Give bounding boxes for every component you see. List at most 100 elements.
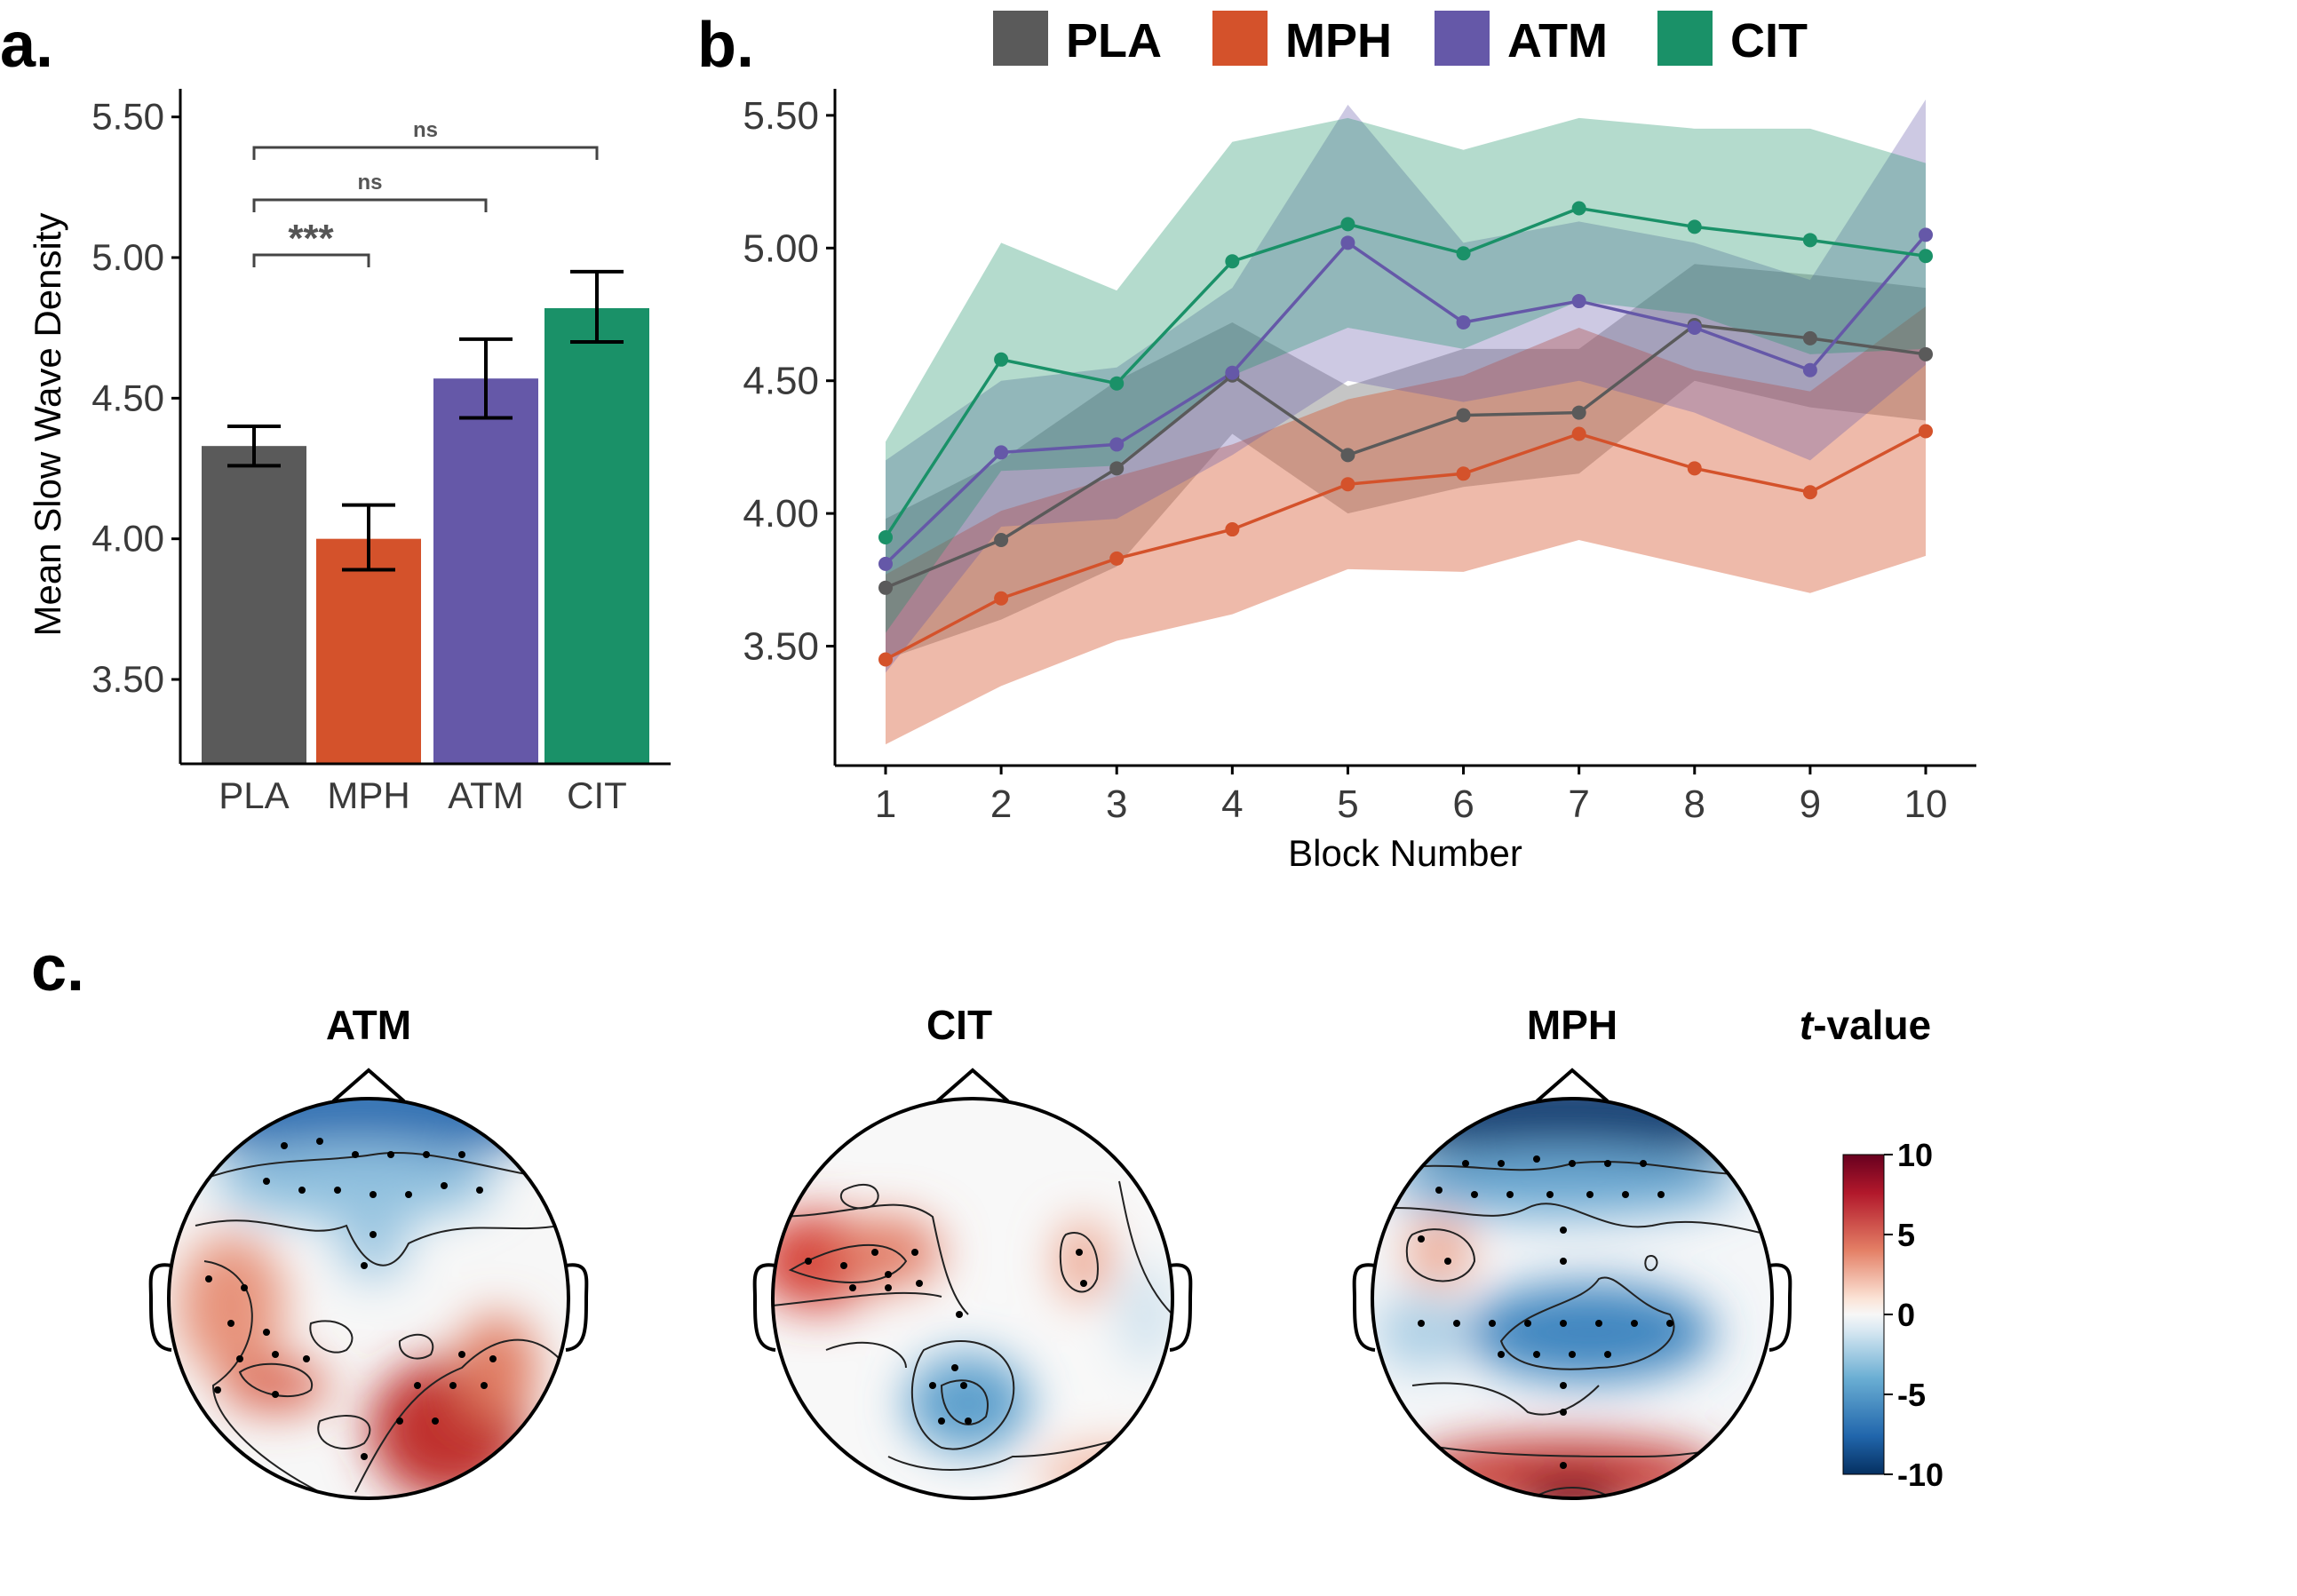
point-mph [1919, 424, 1933, 439]
point-atm [994, 445, 1009, 460]
significance-label: *** [288, 217, 334, 260]
bar-pla [202, 446, 306, 764]
legend-label: ATM [1507, 14, 1608, 67]
point-mph [1687, 461, 1702, 476]
bar-mph [316, 538, 421, 764]
panel-a-y-tick-label: 5.50 [91, 96, 164, 138]
legend-label: PLA [1066, 14, 1162, 67]
panel-b-x-tick-label: 2 [990, 782, 1012, 826]
legend-swatch [993, 11, 1048, 66]
point-mph [1109, 551, 1125, 566]
colorbar: t-value 10 5 0 -5 -10 [1800, 1002, 1943, 1493]
panel-b-label: b. [697, 10, 754, 81]
head-outline-atm [167, 1097, 570, 1500]
point-atm [1687, 320, 1702, 335]
point-pla [1340, 448, 1355, 463]
colorbar-tick-label: 5 [1897, 1217, 1915, 1253]
panel-a-y-axis-title: Mean Slow Wave Density [27, 213, 68, 637]
point-atm [1919, 227, 1933, 242]
bar-cit [544, 308, 649, 764]
colorbar-tick-label: -5 [1897, 1377, 1926, 1413]
significance-label: ns [413, 118, 438, 142]
point-cit [1340, 217, 1355, 232]
panel-b-y-tick-label: 5.50 [743, 94, 819, 138]
panel-b-x-tick-label: 7 [1568, 782, 1589, 826]
right-ear-atm [565, 1263, 589, 1352]
point-cit [1919, 249, 1933, 264]
topomap-title-atm: ATM [326, 1002, 411, 1048]
significance-label: ns [357, 171, 382, 195]
point-mph [878, 652, 893, 667]
point-mph [1340, 477, 1355, 492]
error-bar-cit [570, 269, 624, 344]
error-bar-atm [459, 337, 513, 420]
right-ear-mph [1768, 1263, 1792, 1352]
topomap-cit: CIT [752, 1002, 1193, 1500]
left-ear-cit [752, 1263, 776, 1352]
significance-bracket: ns [252, 171, 488, 212]
panel-b-x-tick-label: 10 [1904, 782, 1948, 826]
panel-b-x-tick-label: 6 [1452, 782, 1474, 826]
point-pla [1571, 405, 1586, 420]
point-pla [1802, 330, 1817, 345]
panel-a-label: a. [0, 10, 53, 81]
panel-a-y-tick-label: 4.00 [91, 518, 164, 560]
panel-a-x-tick-label: PLA [219, 774, 289, 816]
band-cit [886, 117, 1926, 633]
colorbar-tick-label: 0 [1897, 1297, 1915, 1333]
panel-b-y-tick-label: 5.00 [743, 226, 819, 270]
point-cit [1571, 201, 1586, 216]
point-atm [1802, 362, 1817, 377]
significance-bracket: ns [252, 118, 599, 160]
colorbar-tick-label: 10 [1897, 1137, 1933, 1173]
legend-item-pla: PLA [993, 11, 1162, 67]
topomap-panel-c: ATM [148, 1002, 1943, 1500]
legend-item-atm: ATM [1435, 11, 1608, 67]
topomap-mph: MPH [1352, 1002, 1792, 1500]
panel-b-x-tick-label: 1 [875, 782, 896, 826]
panel-c-label: c. [31, 933, 84, 1004]
head-outline-mph [1371, 1097, 1774, 1500]
line-chart-panel-b: 3.50 4.00 4.50 5.00 5.50 1 2 3 4 5 6 7 8 9 10 Block N… [743, 89, 1976, 874]
panel-b-x-tick-label: 8 [1684, 782, 1705, 826]
point-cit [1687, 219, 1702, 234]
colorbar-tick-label: -10 [1897, 1457, 1943, 1493]
band-mph [886, 306, 1926, 745]
point-pla [1109, 461, 1125, 476]
line-atm [884, 234, 1927, 566]
band-pla [886, 264, 1926, 660]
line-mph [885, 429, 1927, 662]
point-mph [1802, 485, 1817, 500]
nose-atm [331, 1068, 406, 1103]
topomap-title-cit: CIT [926, 1002, 992, 1048]
point-atm [1571, 294, 1586, 309]
band-atm [886, 99, 1926, 673]
panel-b-x-axis-title: Block Number [1288, 832, 1522, 874]
point-atm [878, 556, 893, 571]
point-cit [1109, 376, 1125, 391]
topomap-atm: ATM [148, 1002, 589, 1500]
legend-item-cit: CIT [1657, 11, 1808, 67]
point-mph [1225, 522, 1240, 537]
point-cit [994, 352, 1009, 367]
panel-b-y-tick-label: 4.50 [743, 360, 819, 403]
point-pla [994, 533, 1009, 547]
legend-item-mph: MPH [1212, 11, 1392, 67]
nose-cit [935, 1068, 1010, 1103]
point-mph [1456, 466, 1471, 481]
legend-swatch [1657, 11, 1713, 66]
panel-b-x-tick-label: 3 [1106, 782, 1127, 826]
panel-b-y-tick-label: 4.00 [743, 492, 819, 536]
panel-b-x-tick-label: 4 [1221, 782, 1243, 826]
bar-atm [433, 378, 538, 764]
point-cit [1456, 246, 1471, 261]
line-pla [885, 323, 1927, 590]
panel-a-x-tick-label: ATM [448, 774, 524, 816]
panel-a-y-tick-label: 3.50 [91, 658, 164, 700]
topomap-title-mph: MPH [1527, 1002, 1617, 1048]
legend-swatch [1435, 11, 1490, 66]
left-ear-mph [1352, 1263, 1376, 1352]
error-bar-mph [342, 503, 395, 572]
error-bar-pla [227, 425, 281, 468]
